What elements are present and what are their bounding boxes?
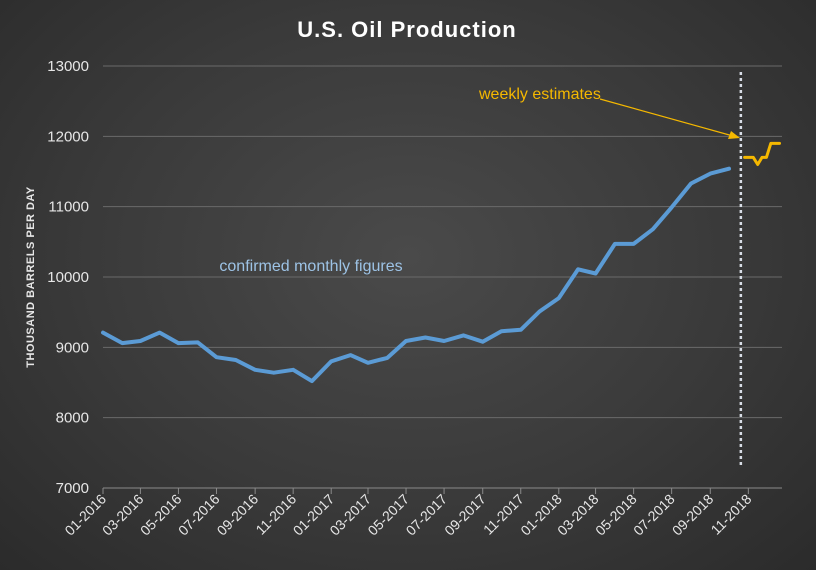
x-tick-label: 03-2018 [554, 491, 602, 539]
y-tick-label: 11000 [48, 199, 89, 216]
y-tick-labels: 7000 8000 9000 10000 11000 12000 13000 [47, 58, 89, 497]
weekly-series-line [743, 141, 781, 166]
x-tick-label: 07-2018 [630, 491, 678, 539]
chart-title: U.S. Oil Production [297, 17, 516, 42]
monthly-figures-annotation: confirmed monthly figures [219, 258, 402, 275]
y-tick-label: 10000 [47, 269, 89, 286]
x-tick-label: 05-2016 [137, 491, 185, 539]
monthly-series-line [101, 166, 731, 384]
weekly-estimates-annotation: weekly estimates [478, 86, 601, 103]
gridlines [103, 65, 782, 489]
x-tick-label: 05-2017 [364, 491, 412, 539]
y-tick-label: 13000 [47, 58, 89, 75]
x-tick-label: 09-2018 [669, 491, 717, 539]
x-tick-label: 07-2016 [175, 491, 223, 539]
x-tick-label: 11-2018 [708, 491, 755, 538]
x-tick-label: 03-2017 [326, 491, 374, 539]
x-tick-label: 09-2017 [441, 491, 489, 539]
y-tick-label: 12000 [47, 128, 89, 145]
y-tick-label: 8000 [56, 410, 89, 427]
x-tick-labels: 01-201603-201605-201607-201609-201611-20… [61, 488, 755, 539]
x-tick-label: 07-2017 [403, 491, 451, 539]
x-tick-label: 05-2018 [592, 491, 640, 539]
x-tick-label: 09-2016 [214, 491, 262, 539]
weekly-estimates-arrow [599, 98, 734, 137]
y-tick-label: 9000 [56, 339, 89, 356]
weekly-estimates-arrowhead [728, 131, 740, 139]
x-tick-label: 03-2016 [99, 491, 147, 539]
y-axis-label: THOUSAND BARRELS PER DAY [25, 186, 37, 368]
y-tick-label: 7000 [56, 480, 89, 497]
series-lines [101, 141, 781, 384]
